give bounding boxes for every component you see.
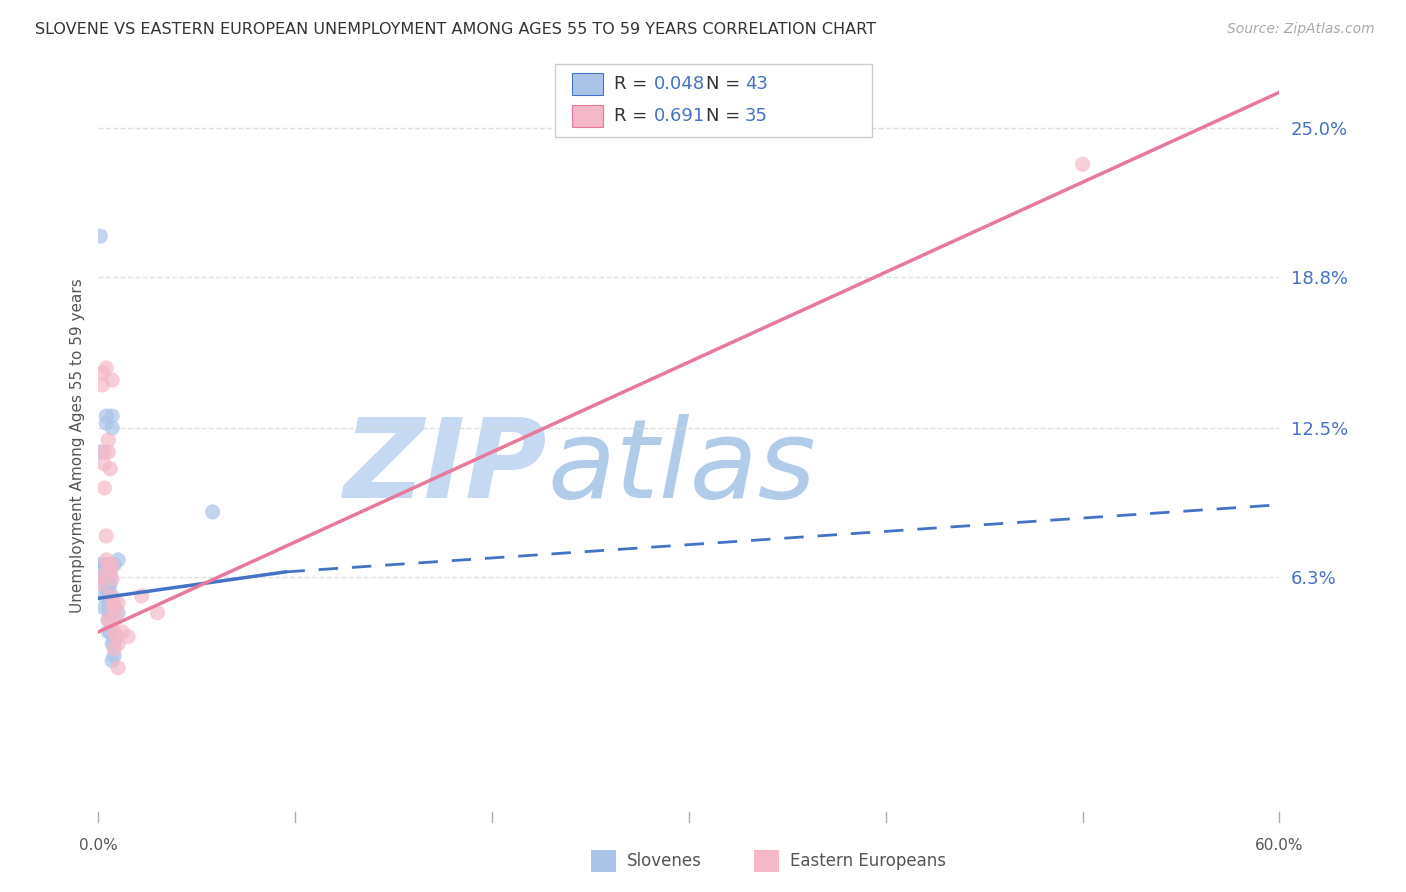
Point xyxy=(111,624,134,639)
Point xyxy=(201,505,224,519)
Point xyxy=(97,624,120,639)
Text: 43: 43 xyxy=(745,75,768,93)
Point xyxy=(97,582,120,596)
Point xyxy=(91,377,114,392)
Point xyxy=(101,596,124,610)
Point xyxy=(96,416,118,430)
Point xyxy=(107,661,129,675)
Point xyxy=(89,577,111,591)
Text: 0.048: 0.048 xyxy=(654,75,704,93)
Point xyxy=(96,558,118,572)
Point xyxy=(103,648,125,663)
Point xyxy=(101,373,124,387)
Text: SLOVENE VS EASTERN EUROPEAN UNEMPLOYMENT AMONG AGES 55 TO 59 YEARS CORRELATION C: SLOVENE VS EASTERN EUROPEAN UNEMPLOYMENT… xyxy=(35,22,876,37)
Text: 0.691: 0.691 xyxy=(654,107,704,125)
Point xyxy=(101,558,124,572)
Point xyxy=(101,600,124,615)
Point xyxy=(93,577,115,591)
Point xyxy=(101,572,124,586)
Point xyxy=(103,558,125,572)
Point xyxy=(101,654,124,668)
Point xyxy=(103,637,125,651)
Point xyxy=(97,570,120,584)
Text: atlas: atlas xyxy=(547,415,815,522)
Point xyxy=(103,600,125,615)
Point xyxy=(93,570,115,584)
Point xyxy=(98,577,121,591)
Point xyxy=(131,589,153,603)
Point xyxy=(93,589,115,603)
Point xyxy=(97,613,120,627)
Text: N =: N = xyxy=(706,75,745,93)
Point xyxy=(93,558,115,572)
Text: Eastern Europeans: Eastern Europeans xyxy=(790,852,946,870)
Point xyxy=(101,589,124,603)
Point xyxy=(97,613,120,627)
Point xyxy=(105,606,128,620)
Point xyxy=(93,445,115,459)
Point xyxy=(97,433,120,447)
Point xyxy=(98,589,121,603)
Point xyxy=(1071,157,1094,171)
Point xyxy=(107,606,129,620)
Point xyxy=(87,558,110,572)
Text: N =: N = xyxy=(706,107,745,125)
Point xyxy=(97,445,120,459)
Point xyxy=(117,630,139,644)
Point xyxy=(96,529,118,543)
Point xyxy=(98,462,121,476)
Point xyxy=(96,570,118,584)
Text: ZIP: ZIP xyxy=(343,415,547,522)
Point xyxy=(96,553,118,567)
Point xyxy=(96,565,118,579)
Point xyxy=(97,589,120,603)
Point xyxy=(107,637,129,651)
Point xyxy=(93,600,115,615)
Point xyxy=(101,409,124,423)
Point xyxy=(101,637,124,651)
Point xyxy=(98,558,121,572)
Point xyxy=(105,630,128,644)
Text: R =: R = xyxy=(614,75,654,93)
Text: 0.0%: 0.0% xyxy=(79,838,118,854)
Point xyxy=(91,570,114,584)
Point xyxy=(103,596,125,610)
Point xyxy=(97,558,120,572)
Point xyxy=(101,421,124,435)
Point xyxy=(107,553,129,567)
Point xyxy=(103,624,125,639)
Point xyxy=(98,565,121,579)
Point xyxy=(93,481,115,495)
Point xyxy=(107,596,129,610)
Point xyxy=(98,606,121,620)
Point xyxy=(89,229,111,244)
Point xyxy=(93,457,115,471)
Text: 60.0%: 60.0% xyxy=(1256,838,1303,854)
Point xyxy=(97,600,120,615)
Point xyxy=(89,570,111,584)
Point xyxy=(146,606,169,620)
Text: R =: R = xyxy=(614,107,654,125)
Point xyxy=(96,577,118,591)
Point xyxy=(101,613,124,627)
Point xyxy=(98,596,121,610)
Point xyxy=(101,558,124,572)
Y-axis label: Unemployment Among Ages 55 to 59 years: Unemployment Among Ages 55 to 59 years xyxy=(69,278,84,614)
Text: Slovenes: Slovenes xyxy=(627,852,702,870)
Point xyxy=(91,366,114,380)
Text: 35: 35 xyxy=(745,107,768,125)
Point xyxy=(98,624,121,639)
Point xyxy=(97,577,120,591)
Point xyxy=(103,641,125,656)
Point xyxy=(98,570,121,584)
Point xyxy=(96,582,118,596)
Point xyxy=(96,361,118,376)
Point xyxy=(89,445,111,459)
Point xyxy=(96,409,118,423)
Text: Source: ZipAtlas.com: Source: ZipAtlas.com xyxy=(1227,22,1375,37)
